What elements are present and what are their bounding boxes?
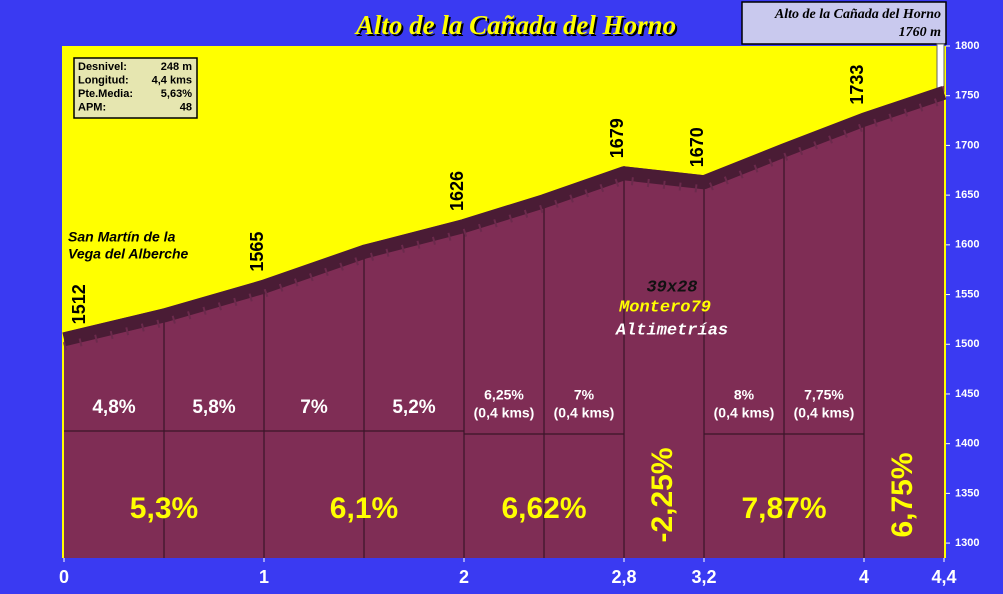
elevation-label: 1565 xyxy=(247,232,267,272)
x-tick-label: 0 xyxy=(59,567,69,587)
section-grade: 5,3% xyxy=(130,492,198,525)
stats-box xyxy=(73,57,198,119)
stat-key: Desnivel: xyxy=(78,61,127,73)
summit-name: Alto de la Cañada del Horno xyxy=(774,7,941,22)
profile-fill xyxy=(64,85,944,558)
stat-key: Pte.Media: xyxy=(78,88,133,100)
y-tick-label: 1600 xyxy=(955,239,979,251)
start-label: Vega del Alberche xyxy=(68,246,189,262)
stat-value: 5,63% xyxy=(161,88,192,100)
elevation-label: 1670 xyxy=(687,127,707,167)
profile-line xyxy=(62,86,947,347)
part-grade: 6,25% xyxy=(484,387,524,403)
elevation-label: 1679 xyxy=(607,118,627,158)
elevation-label: 1626 xyxy=(447,171,467,211)
stat-key: Longitud: xyxy=(78,74,129,86)
stat-value: 48 xyxy=(180,101,192,113)
y-tick-label: 1300 xyxy=(955,537,979,549)
part-grade: 7,75% xyxy=(804,387,844,403)
summit-box xyxy=(741,1,947,45)
y-tick-label: 1700 xyxy=(955,139,979,151)
y-tick-label: 1350 xyxy=(955,487,979,499)
x-tick-label: 3,2 xyxy=(691,567,716,587)
summit-marker xyxy=(936,43,945,93)
watermark: Montero79 xyxy=(618,298,711,317)
watermark: Altimetrías xyxy=(615,321,728,340)
elevation-label: 1733 xyxy=(847,65,867,105)
start-label: San Martín de la xyxy=(68,229,176,245)
part-length: (0,4 kms) xyxy=(554,405,615,421)
part-grade: 4,8% xyxy=(92,397,135,418)
x-tick-label: 2 xyxy=(459,567,469,587)
part-length: (0,4 kms) xyxy=(794,405,855,421)
y-tick-label: 1400 xyxy=(955,438,979,450)
section-grade: 6,62% xyxy=(501,492,586,525)
stat-key: APM: xyxy=(78,101,106,113)
x-tick-label: 4,4 xyxy=(931,567,956,587)
section-grade: 6,1% xyxy=(330,492,398,525)
part-grade: 8% xyxy=(734,387,755,403)
watermark: 39x28 xyxy=(646,278,697,297)
stat-value: 248 m xyxy=(161,61,192,73)
y-tick-label: 1800 xyxy=(955,40,979,52)
y-tick-label: 1500 xyxy=(955,338,979,350)
part-grade: 5,8% xyxy=(192,397,235,418)
title-shadow: Alto de la Cañada del Horno xyxy=(356,12,678,42)
section-grade: 6,75% xyxy=(886,452,919,537)
section-grade: 7,87% xyxy=(741,492,826,525)
y-tick-label: 1450 xyxy=(955,388,979,400)
part-length: (0,4 kms) xyxy=(714,405,775,421)
chart-title: Alto de la Cañada del Horno xyxy=(354,10,676,40)
part-grade: 5,2% xyxy=(392,397,435,418)
y-tick-label: 1750 xyxy=(955,90,979,102)
part-length: (0,4 kms) xyxy=(474,405,535,421)
x-tick-label: 2,8 xyxy=(611,567,636,587)
summit-elevation: 1760 m xyxy=(899,25,942,40)
y-tick-label: 1550 xyxy=(955,288,979,300)
profile-layer: 4,8% 5,8% 5,3% 7% 5,2% 6,1% 6,25% (0,4 kms) 7% (0… xyxy=(62,65,947,558)
part-grade: 7% xyxy=(300,397,328,418)
part-grade: 7% xyxy=(574,387,595,403)
x-tick-label: 1 xyxy=(259,567,269,587)
y-tick-label: 1650 xyxy=(955,189,979,201)
section-grade: -2,25% xyxy=(646,447,679,542)
x-tick-label: 4 xyxy=(859,567,869,587)
elevation-label: 1512 xyxy=(69,284,89,324)
stat-value: 4,4 kms xyxy=(152,74,192,86)
